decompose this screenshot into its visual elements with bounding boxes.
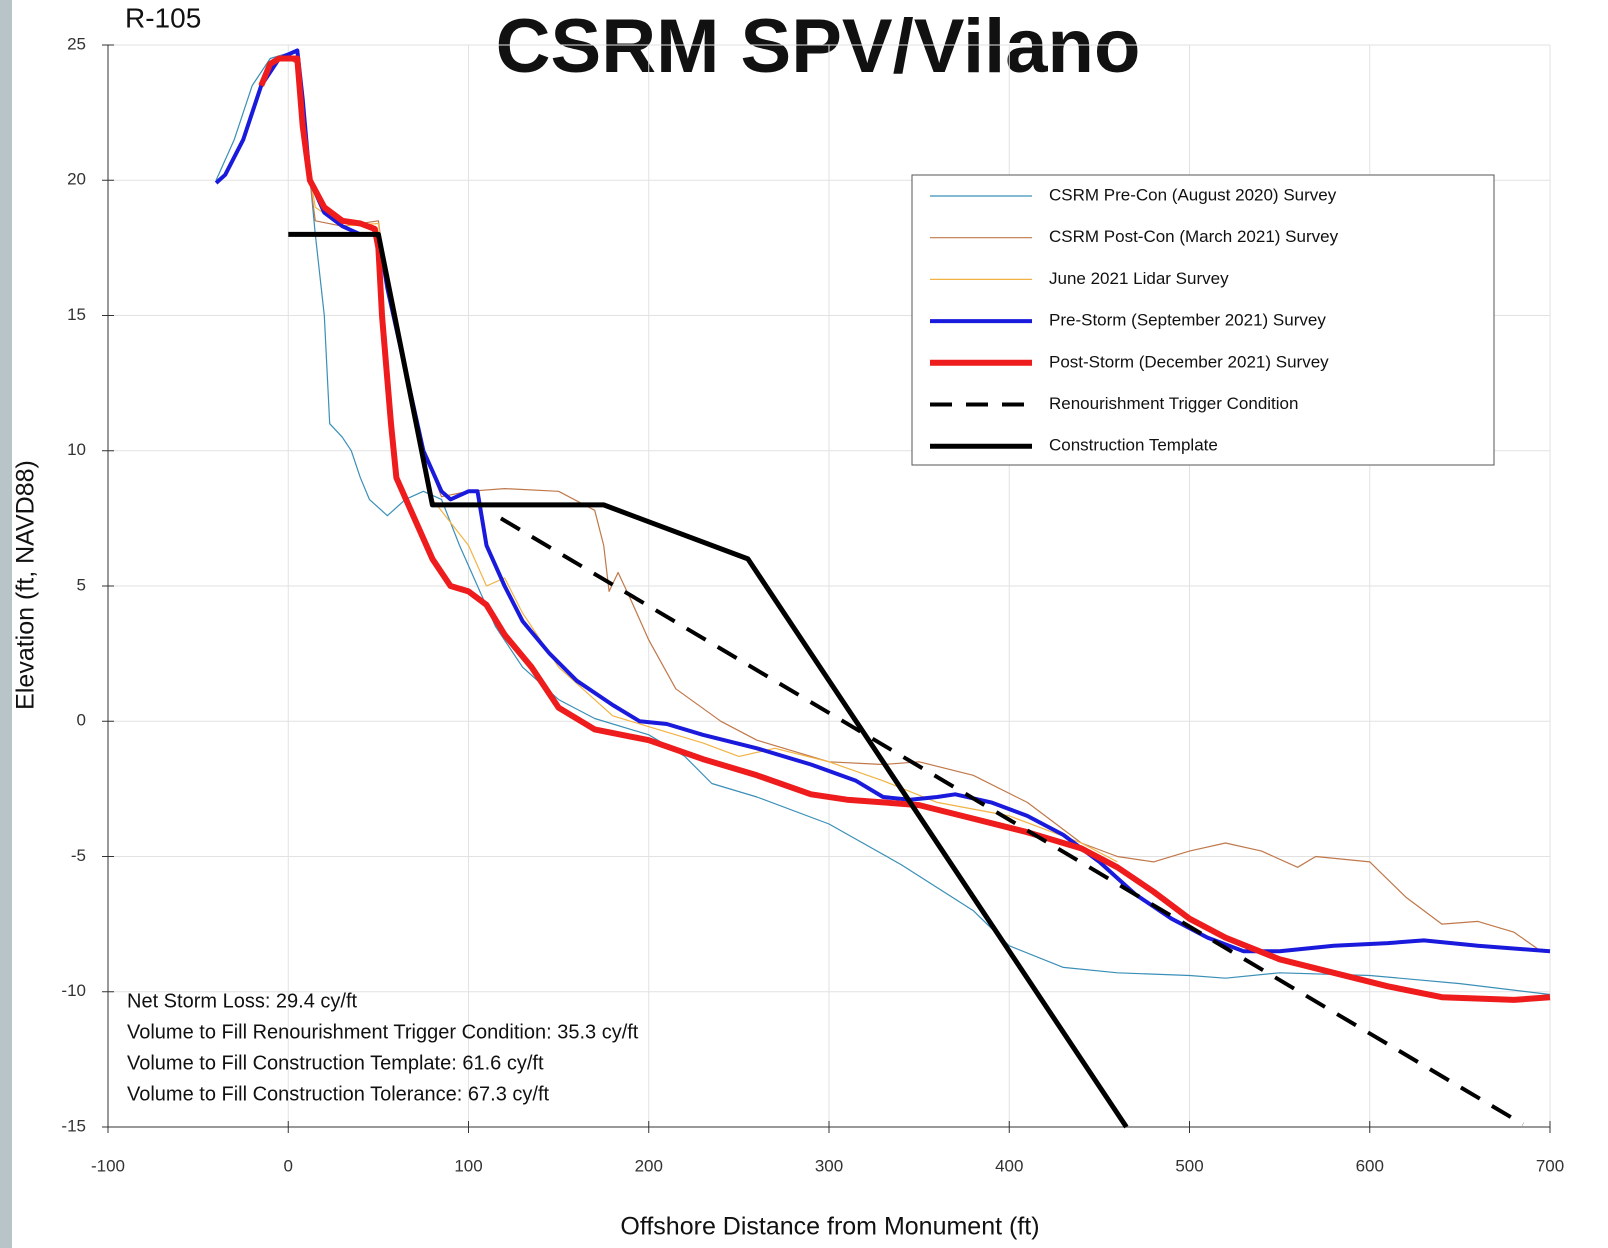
x-tick-label: -100	[91, 1156, 125, 1175]
legend: CSRM Pre-Con (August 2020) Survey CSRM Po…	[911, 174, 1495, 466]
y-tick-label: 0	[77, 711, 86, 730]
annotation: Net Storm Loss: 29.4 cy/ft	[127, 990, 358, 1012]
x-tick-label: 100	[454, 1156, 482, 1175]
x-tick-label: 0	[284, 1156, 293, 1175]
x-tick-label: 400	[995, 1156, 1023, 1175]
series-line	[258, 55, 1551, 1003]
annotation: Volume to Fill Construction Template: 61…	[127, 1052, 544, 1074]
y-tick-label: -5	[71, 846, 86, 865]
y-tick-label: 10	[67, 440, 86, 459]
x-tick-label: 200	[635, 1156, 663, 1175]
legend-label: Post-Storm (December 2021) Survey	[1049, 352, 1329, 371]
annotation: Volume to Fill Construction Tolerance: 6…	[127, 1083, 550, 1105]
y-axis-label: Elevation (ft, NAVD88)	[12, 460, 40, 710]
y-tick-label: 5	[77, 575, 86, 594]
annotation: Volume to Fill Renourishment Trigger Con…	[127, 1021, 639, 1043]
x-tick-label: 600	[1356, 1156, 1384, 1175]
x-tick-label: 300	[815, 1156, 843, 1175]
y-tick-label: 25	[67, 34, 86, 53]
chart-title: CSRM SPV/Vilano	[496, 4, 1141, 89]
y-tick-label: -15	[61, 1116, 86, 1135]
x-axis-label: Offshore Distance from Monument (ft)	[620, 1213, 1039, 1241]
series-line	[214, 48, 1551, 954]
legend-label: Renourishment Trigger Condition	[1049, 394, 1298, 413]
legend-label: June 2021 Lidar Survey	[1049, 269, 1229, 288]
x-tick-label: 500	[1175, 1156, 1203, 1175]
series-line	[499, 516, 1525, 1127]
chart-subtitle: R-105	[125, 2, 201, 33]
legend-label: CSRM Pre-Con (August 2020) Survey	[1049, 185, 1337, 204]
legend-label: Pre-Storm (September 2021) Survey	[1049, 311, 1326, 330]
x-tick-label: 700	[1536, 1156, 1564, 1175]
series-line	[288, 231, 1129, 1129]
background-strip	[0, 0, 12, 1248]
y-tick-label: 20	[67, 170, 86, 189]
y-tick-label: -10	[61, 981, 86, 1000]
y-tick-label: 15	[67, 305, 86, 324]
legend-label: Construction Template	[1049, 436, 1218, 455]
series-line	[260, 57, 1118, 863]
legend-label: CSRM Post-Con (March 2021) Survey	[1049, 227, 1339, 246]
